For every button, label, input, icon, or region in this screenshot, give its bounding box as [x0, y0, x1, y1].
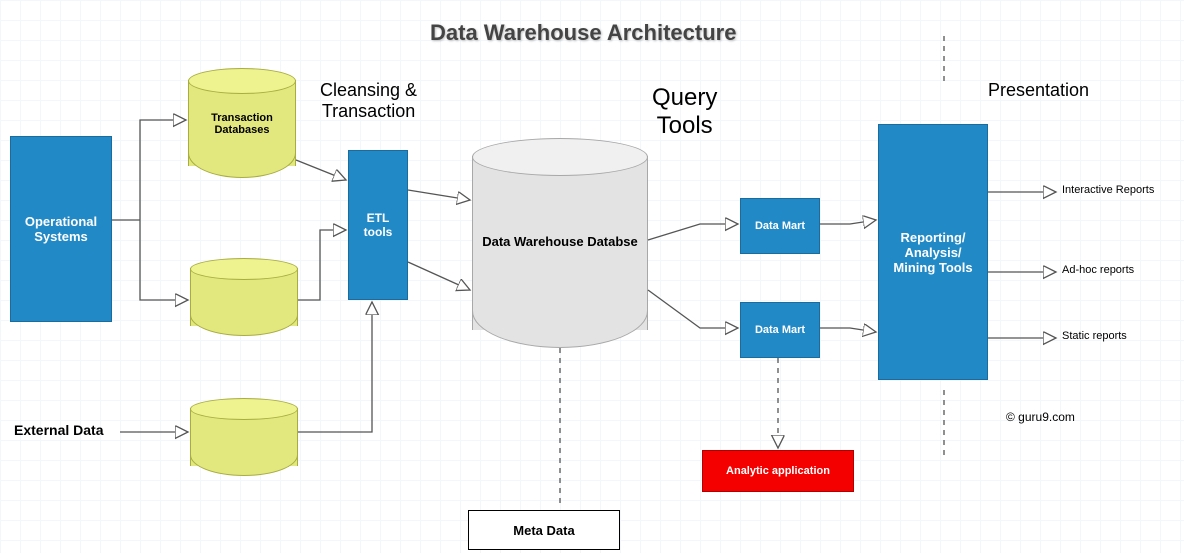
dwh-label: Data Warehouse Databse [472, 234, 648, 249]
data-mart-1-box: Data Mart [740, 198, 820, 254]
etl-box: ETL tools [348, 150, 408, 300]
analytic-label: Analytic application [726, 465, 830, 477]
yellow-cyl-3 [190, 398, 298, 476]
transaction-db-label: Transaction Databases [188, 112, 296, 136]
meta-label: Meta Data [513, 523, 574, 538]
transaction-db-cylinder: Transaction Databases [188, 68, 296, 178]
reporting-box: Reporting/ Analysis/ Mining Tools [878, 124, 988, 380]
diagram-title: Data Warehouse Architecture [430, 20, 736, 46]
section-label-cleansing: Cleansing & Transaction [320, 80, 417, 122]
data-mart-2-box: Data Mart [740, 302, 820, 358]
yellow-cyl-2 [190, 258, 298, 336]
section-label-query: Query Tools [652, 84, 717, 140]
attribution-text: © guru9.com [1006, 410, 1075, 424]
dwh-cylinder: Data Warehouse Databse [472, 138, 648, 348]
section-label-presentation: Presentation [988, 80, 1089, 101]
reporting-label: Reporting/ Analysis/ Mining Tools [883, 230, 983, 275]
external-data-label: External Data [14, 422, 103, 438]
meta-box: Meta Data [468, 510, 620, 550]
output-interactive: Interactive Reports [1062, 184, 1154, 196]
data-mart-1-label: Data Mart [755, 220, 805, 232]
output-static: Static reports [1062, 330, 1127, 342]
data-mart-2-label: Data Mart [755, 324, 805, 336]
operational-systems-label: Operational Systems [15, 214, 107, 244]
etl-label: ETL tools [353, 211, 403, 239]
analytic-box: Analytic application [702, 450, 854, 492]
operational-systems-box: Operational Systems [10, 136, 112, 322]
output-adhoc: Ad-hoc reports [1062, 264, 1134, 276]
